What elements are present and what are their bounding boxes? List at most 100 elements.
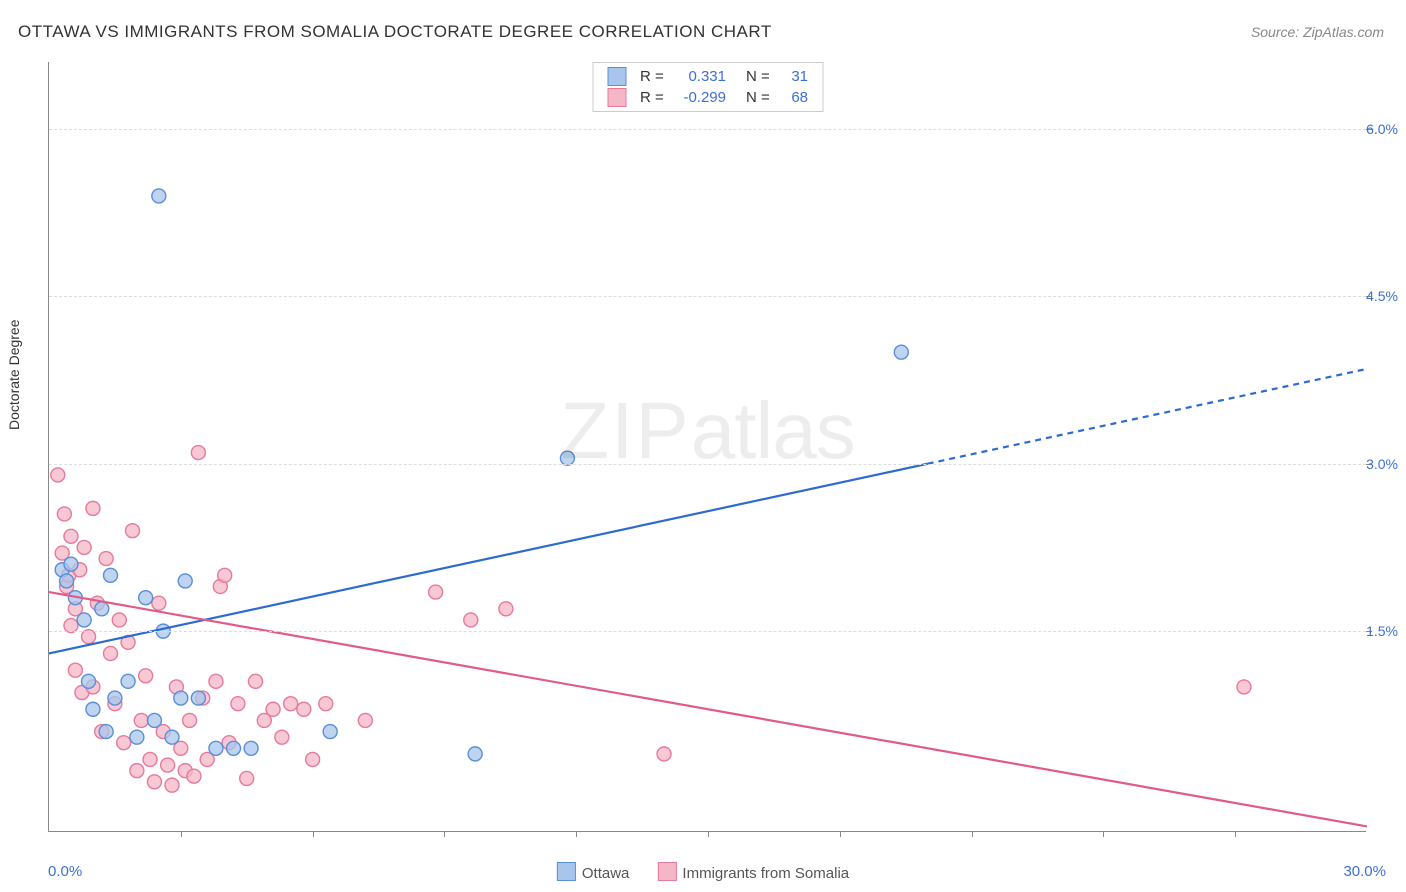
x-tick-mark	[444, 831, 445, 837]
legend-swatch	[607, 88, 626, 107]
data-point	[429, 585, 443, 599]
data-point	[112, 613, 126, 627]
regression-line	[49, 592, 1367, 826]
data-point	[468, 747, 482, 761]
chart-title: OTTAWA VS IMMIGRANTS FROM SOMALIA DOCTOR…	[18, 22, 772, 42]
data-point	[657, 747, 671, 761]
data-point	[134, 713, 148, 727]
data-point	[191, 446, 205, 460]
r-label: R =	[640, 68, 668, 85]
x-tick-mark	[708, 831, 709, 837]
plot-area: R =0.331N =31R =-0.299N =68 ZIPatlas	[48, 62, 1366, 832]
n-value: 68	[782, 89, 808, 106]
data-point	[165, 730, 179, 744]
chart-svg	[49, 62, 1366, 831]
legend-swatch	[657, 862, 676, 881]
data-point	[266, 702, 280, 716]
data-point	[77, 540, 91, 554]
series-legend: OttawaImmigrants from Somalia	[557, 862, 849, 882]
data-point	[64, 557, 78, 571]
gridline	[49, 631, 1366, 632]
data-point	[77, 613, 91, 627]
data-point	[99, 552, 113, 566]
x-tick-mark	[1103, 831, 1104, 837]
data-point	[275, 730, 289, 744]
data-point	[183, 713, 197, 727]
n-value: 31	[782, 68, 808, 85]
x-axis-min-label: 0.0%	[48, 863, 82, 880]
data-point	[139, 669, 153, 683]
data-point	[319, 697, 333, 711]
n-label: N =	[746, 68, 774, 85]
correlation-legend: R =0.331N =31R =-0.299N =68	[592, 62, 823, 112]
data-point	[60, 574, 74, 588]
data-point	[323, 725, 337, 739]
regression-line-extrapolated	[928, 369, 1367, 464]
data-point	[244, 741, 258, 755]
legend-item: Immigrants from Somalia	[657, 862, 849, 882]
y-tick-label: 1.5%	[1366, 623, 1398, 639]
x-tick-mark	[313, 831, 314, 837]
y-tick-label: 4.5%	[1366, 288, 1398, 304]
data-point	[125, 524, 139, 538]
x-axis-max-label: 30.0%	[1343, 863, 1386, 880]
correlation-row: R = -0.299 N = 68	[607, 88, 808, 107]
data-point	[174, 691, 188, 705]
data-point	[130, 730, 144, 744]
x-tick-mark	[576, 831, 577, 837]
correlation-row: R =0.331N =31	[607, 67, 808, 86]
data-point	[147, 713, 161, 727]
data-point	[209, 674, 223, 688]
gridline	[49, 296, 1366, 297]
n-label: N =	[746, 89, 774, 106]
gridline	[49, 129, 1366, 130]
data-point	[121, 674, 135, 688]
data-point	[165, 778, 179, 792]
data-point	[139, 591, 153, 605]
data-point	[104, 568, 118, 582]
data-point	[464, 613, 478, 627]
x-tick-mark	[1235, 831, 1236, 837]
source-attribution: Source: ZipAtlas.com	[1251, 24, 1384, 40]
data-point	[218, 568, 232, 582]
legend-label: Immigrants from Somalia	[682, 865, 849, 882]
data-point	[86, 501, 100, 515]
r-label: R =	[640, 89, 668, 106]
data-point	[187, 769, 201, 783]
data-point	[178, 574, 192, 588]
data-point	[86, 702, 100, 716]
legend-swatch	[607, 67, 626, 86]
x-tick-mark	[972, 831, 973, 837]
data-point	[297, 702, 311, 716]
data-point	[306, 752, 320, 766]
data-point	[130, 764, 144, 778]
data-point	[104, 646, 118, 660]
r-value: -0.299	[676, 89, 726, 106]
data-point	[108, 691, 122, 705]
data-point	[152, 596, 166, 610]
data-point	[143, 752, 157, 766]
regression-line	[49, 464, 928, 654]
data-point	[68, 663, 82, 677]
x-tick-mark	[181, 831, 182, 837]
data-point	[147, 775, 161, 789]
y-tick-label: 3.0%	[1366, 456, 1398, 472]
legend-swatch	[557, 862, 576, 881]
data-point	[99, 725, 113, 739]
data-point	[95, 602, 109, 616]
y-axis-label: Doctorate Degree	[6, 319, 22, 430]
data-point	[499, 602, 513, 616]
data-point	[284, 697, 298, 711]
data-point	[240, 771, 254, 785]
data-point	[82, 674, 96, 688]
y-tick-label: 6.0%	[1366, 121, 1398, 137]
data-point	[231, 697, 245, 711]
data-point	[248, 674, 262, 688]
data-point	[358, 713, 372, 727]
data-point	[152, 189, 166, 203]
data-point	[1237, 680, 1251, 694]
data-point	[227, 741, 241, 755]
x-tick-mark	[840, 831, 841, 837]
data-point	[64, 529, 78, 543]
data-point	[894, 345, 908, 359]
